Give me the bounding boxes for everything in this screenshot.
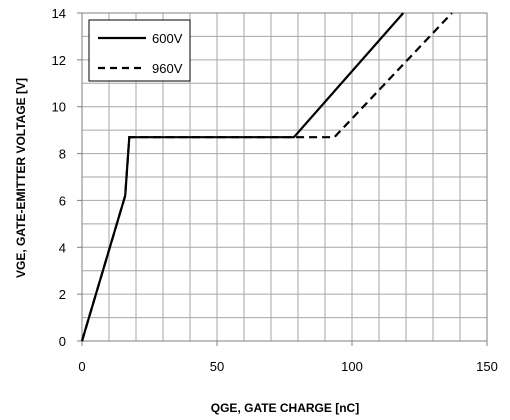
legend-label-960v: 960V: [152, 61, 183, 76]
legend-box: [88, 19, 191, 82]
x-tick-label: 150: [476, 359, 498, 374]
y-axis-title: VGE, GATE-EMITTER VOLTAGE [V]: [14, 78, 28, 278]
legend-label-600v: 600V: [152, 31, 183, 46]
series-lines: [80, 12, 453, 342]
y-tick-label: 10: [52, 100, 66, 115]
tick-labels: 0 50 100 150 0 2 4 6 8 10 12 14: [52, 6, 498, 374]
legend: 600V 960V: [88, 19, 191, 82]
x-tick-label: 100: [341, 359, 363, 374]
plot-frame: [77, 12, 488, 346]
y-tick-label: 12: [52, 53, 66, 68]
plot-border: [81, 12, 488, 342]
x-tick-label: 50: [210, 359, 224, 374]
grid: [81, 12, 488, 342]
y-tick-label: 4: [59, 240, 66, 255]
y-tick-label: 8: [59, 147, 66, 162]
x-tick-label: 0: [78, 359, 85, 374]
y-tick-label: 14: [52, 6, 66, 21]
y-tick-label: 6: [59, 193, 66, 208]
x-axis-title: QGE, GATE CHARGE [nC]: [211, 401, 359, 415]
y-tick-label: 2: [59, 287, 66, 302]
y-tick-label: 0: [59, 334, 66, 349]
series-line-960v: [80, 12, 453, 342]
